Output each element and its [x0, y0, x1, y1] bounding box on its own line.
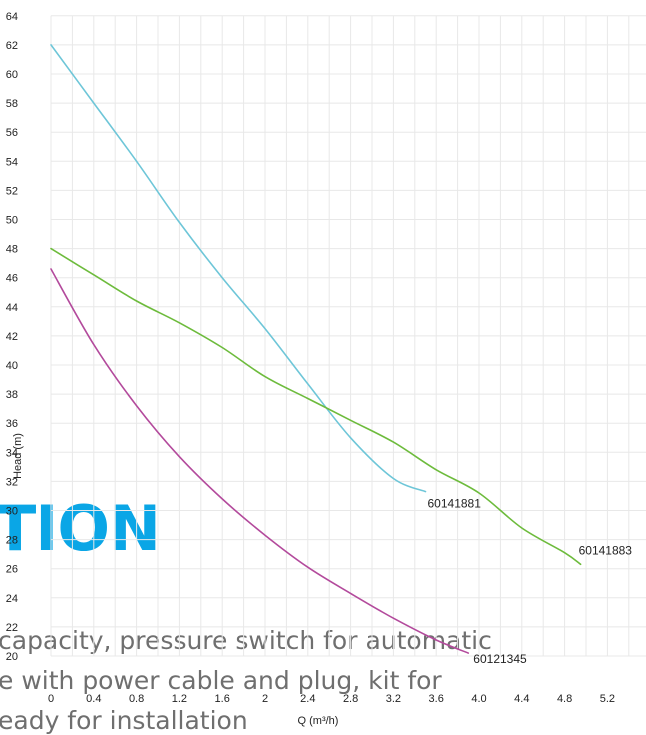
y-tick-label: 50 — [6, 215, 18, 227]
y-tick-label: 54 — [6, 156, 18, 168]
series-line-60141883 — [50, 247, 582, 566]
y-axis-label: Head (m) — [12, 433, 24, 479]
background-text-line: capacity, pressure switch for automatic — [0, 626, 492, 655]
background-heading: TION — [0, 492, 161, 565]
y-tick-label: 56 — [6, 127, 18, 139]
x-tick-label: 4.8 — [557, 693, 572, 705]
x-tick-label: 0.4 — [86, 693, 101, 705]
y-tick-label: 24 — [6, 593, 18, 605]
y-tick-label: 22 — [6, 622, 18, 634]
y-tick-label: 58 — [6, 98, 18, 110]
x-tick-label: 5.2 — [600, 693, 615, 705]
x-tick-label: 3.2 — [386, 693, 401, 705]
y-tick-label: 30 — [6, 506, 18, 518]
background-text-line: e with power cable and plug, kit for — [0, 666, 442, 695]
x-axis-ticks: 0 0.4 0.8 1.2 1.6 2 2.4 2.8 3.2 3.6 4.0 4.4 4.8 5.2 — [48, 693, 615, 705]
x-tick-label: 3.6 — [429, 693, 444, 705]
y-tick-label: 64 — [6, 11, 18, 23]
y-tick-label: 32 — [6, 476, 18, 488]
x-tick-label: 2 — [262, 693, 268, 705]
x-tick-label: 0 — [48, 693, 54, 705]
x-tick-label: 0.8 — [129, 693, 144, 705]
x-tick-label: 4.0 — [471, 693, 486, 705]
y-tick-label: 48 — [6, 244, 18, 256]
series-label: 60141881 — [428, 497, 482, 511]
y-tick-label: 38 — [6, 389, 18, 401]
y-tick-label: 40 — [6, 360, 18, 372]
series-label: 60121345 — [473, 652, 527, 666]
series-line-60121345 — [50, 268, 470, 654]
y-axis-ticks: 20 22 24 26 28 30 32 34 36 38 40 42 44 46 48 50 52 54 56 58… — [6, 11, 18, 663]
y-tick-label: 42 — [6, 331, 18, 343]
y-tick-label: 34 — [6, 447, 18, 459]
x-tick-label: 1.6 — [215, 693, 230, 705]
y-tick-label: 26 — [6, 564, 18, 576]
y-tick-label: 20 — [6, 651, 18, 663]
y-tick-label: 52 — [6, 185, 18, 197]
x-axis-label: Q (m³/h) — [298, 715, 339, 727]
y-tick-label: 46 — [6, 273, 18, 285]
y-tick-label: 60 — [6, 69, 18, 81]
grid — [50, 15, 646, 657]
x-tick-label: 4.4 — [514, 693, 529, 705]
x-tick-label: 2.4 — [300, 693, 315, 705]
y-tick-label: 28 — [6, 535, 18, 547]
series-group — [50, 44, 582, 654]
series-label: 60141883 — [579, 543, 633, 557]
series-labels: 60141881 60141883 60121345 — [428, 497, 633, 666]
y-tick-label: 36 — [6, 418, 18, 430]
y-tick-label: 62 — [6, 40, 18, 52]
x-tick-label: 2.8 — [343, 693, 358, 705]
y-tick-label: 44 — [6, 302, 18, 314]
series-line-60141881 — [50, 44, 427, 493]
x-tick-label: 1.2 — [172, 693, 187, 705]
